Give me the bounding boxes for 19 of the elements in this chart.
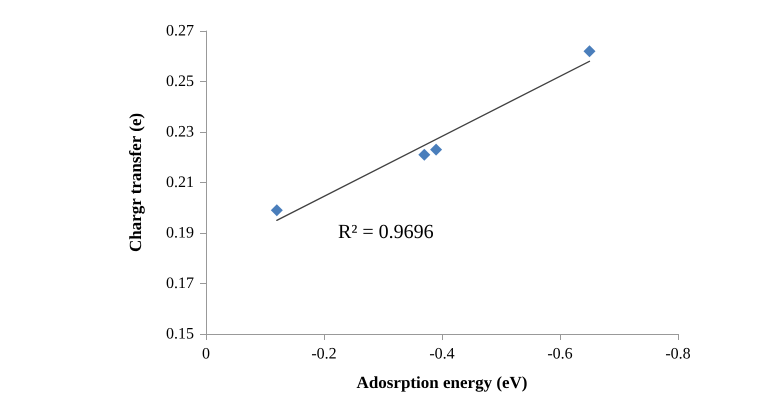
point	[418, 148, 430, 161]
x-tick-label: -0.6	[547, 346, 573, 362]
x-axis-title: Adosrption energy (eV)	[356, 373, 528, 392]
annotation: R² = 0.9696	[338, 221, 434, 243]
y-tick-label: 0.21	[166, 174, 194, 191]
y-tick-label: 0.17	[166, 275, 194, 292]
y-tick-label: 0.19	[166, 224, 194, 242]
point	[584, 45, 596, 58]
point	[430, 144, 442, 156]
y-tick-label: 0.25	[166, 73, 194, 90]
y-tick-label: 0.15	[166, 326, 194, 342]
y-tick-label: 0.23	[166, 124, 194, 140]
x-tick-label: -0.4	[429, 346, 455, 362]
x-tick-label: 0	[202, 346, 210, 362]
y-tick-label: 0.27	[166, 22, 194, 40]
x-tick-label: -0.8	[665, 346, 691, 362]
point	[270, 204, 283, 216]
y-axis-title: Chargr transfer (e)	[126, 112, 145, 252]
x-tick-label: -0.2	[311, 346, 337, 362]
